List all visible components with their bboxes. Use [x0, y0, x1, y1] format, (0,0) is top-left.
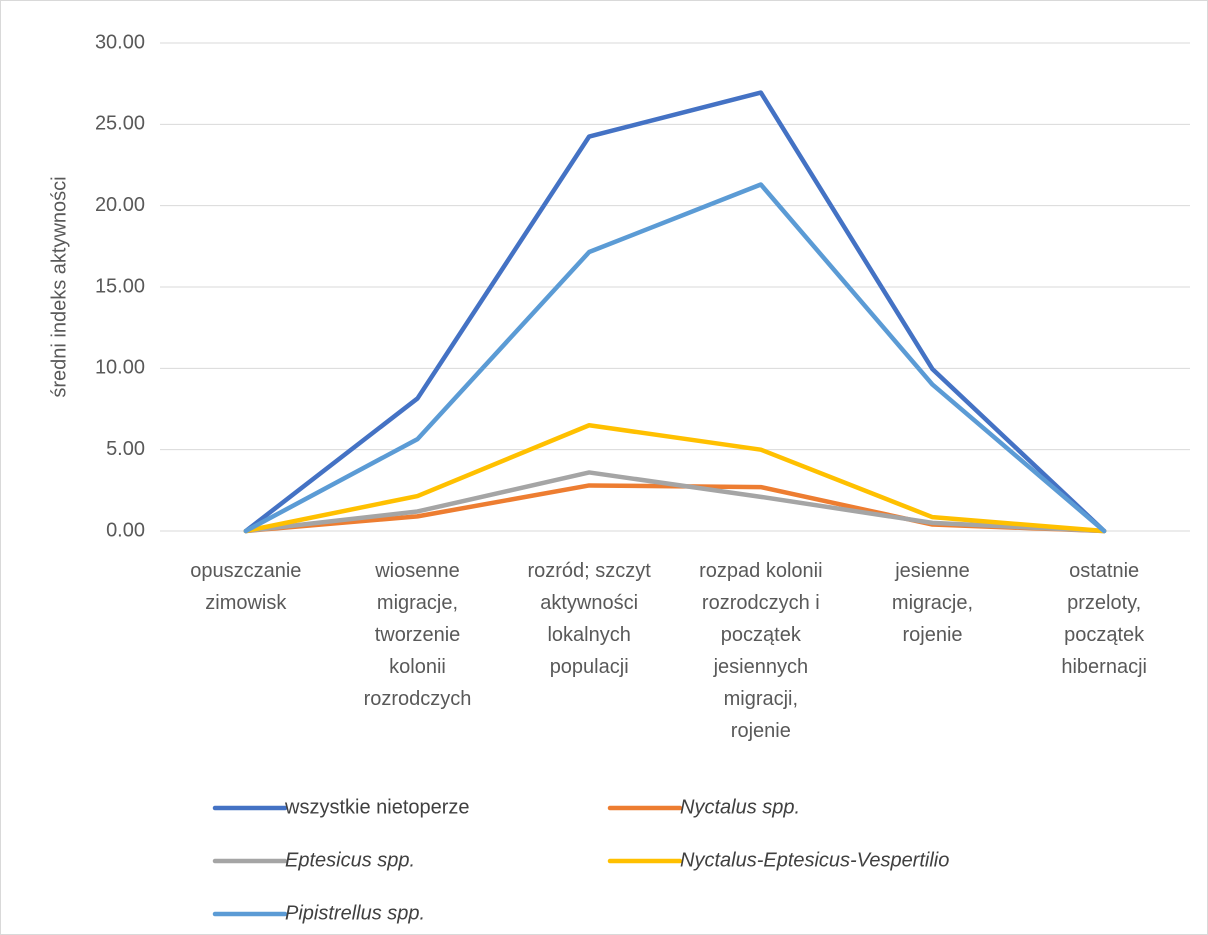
legend-label: Nyctalus spp.	[680, 796, 800, 818]
x-tick-line: aktywności	[540, 592, 638, 614]
x-tick-line: rozpad kolonii	[699, 560, 822, 582]
x-tick-line: ostatnie	[1069, 560, 1139, 582]
series-line	[243, 470, 1107, 534]
x-tick-line: zimowisk	[205, 592, 287, 614]
x-tick-line: populacji	[550, 656, 629, 678]
x-tick-line: rozrodczych	[364, 688, 472, 710]
y-tick-label: 30.00	[95, 31, 145, 53]
y-tick-label: 0.00	[106, 519, 145, 541]
x-tick-line: lokalnych	[547, 624, 630, 646]
x-tick-line: jesiennych	[713, 656, 809, 678]
legend-label: wszystkie nietoperze	[284, 796, 470, 818]
x-tick-label: ostatnie przeloty, początek hibernacji	[1061, 560, 1147, 678]
x-tick-line: hibernacji	[1061, 656, 1147, 678]
x-tick-label: jesienne migracje, rojenie	[892, 560, 973, 646]
x-tick-line: kolonii	[389, 656, 446, 678]
x-tick-line: rojenie	[731, 720, 791, 742]
y-tick-label: 10.00	[95, 357, 145, 379]
x-tick-line: tworzenie	[375, 624, 461, 646]
x-tick-line: opuszczanie	[190, 560, 301, 582]
x-tick-label: opuszczanie zimowisk	[190, 560, 301, 614]
series-line	[243, 182, 1107, 534]
x-tick-line: migracje,	[377, 592, 458, 614]
y-tick-label: 25.00	[95, 113, 145, 135]
x-tick-line: migracji,	[724, 688, 798, 710]
y-tick-label: 5.00	[106, 438, 145, 460]
x-tick-line: rojenie	[902, 624, 962, 646]
legend-label: Nyctalus-Eptesicus-Vespertilio	[680, 849, 949, 871]
x-tick-label: rozpad kolonii rozrodczych i początek jesie…	[699, 560, 822, 742]
x-tick-line: przeloty,	[1067, 592, 1141, 614]
y-tick-label: 15.00	[95, 275, 145, 297]
x-tick-line: jesienne	[894, 560, 970, 582]
legend-label: Eptesicus spp.	[285, 849, 415, 871]
x-tick-line: rozrodczych i	[702, 592, 820, 614]
series-line	[243, 90, 1107, 534]
legend-label: Pipistrellus spp.	[285, 902, 425, 924]
y-tick-label: 20.00	[95, 194, 145, 216]
x-tick-label: wiosenne migracje, tworzenie kolonii rozrodc…	[364, 560, 472, 710]
x-tick-line: migracje,	[892, 592, 973, 614]
x-tick-label: rozród; szczyt aktywności lokalnych populac…	[527, 560, 651, 678]
y-axis-label: średni indeks aktywności	[48, 176, 70, 397]
series-line	[243, 423, 1107, 534]
x-tick-line: rozród; szczyt	[527, 560, 651, 582]
x-tick-line: wiosenne	[374, 560, 460, 582]
x-tick-line: początek	[721, 624, 802, 646]
x-tick-line: początek	[1064, 624, 1145, 646]
